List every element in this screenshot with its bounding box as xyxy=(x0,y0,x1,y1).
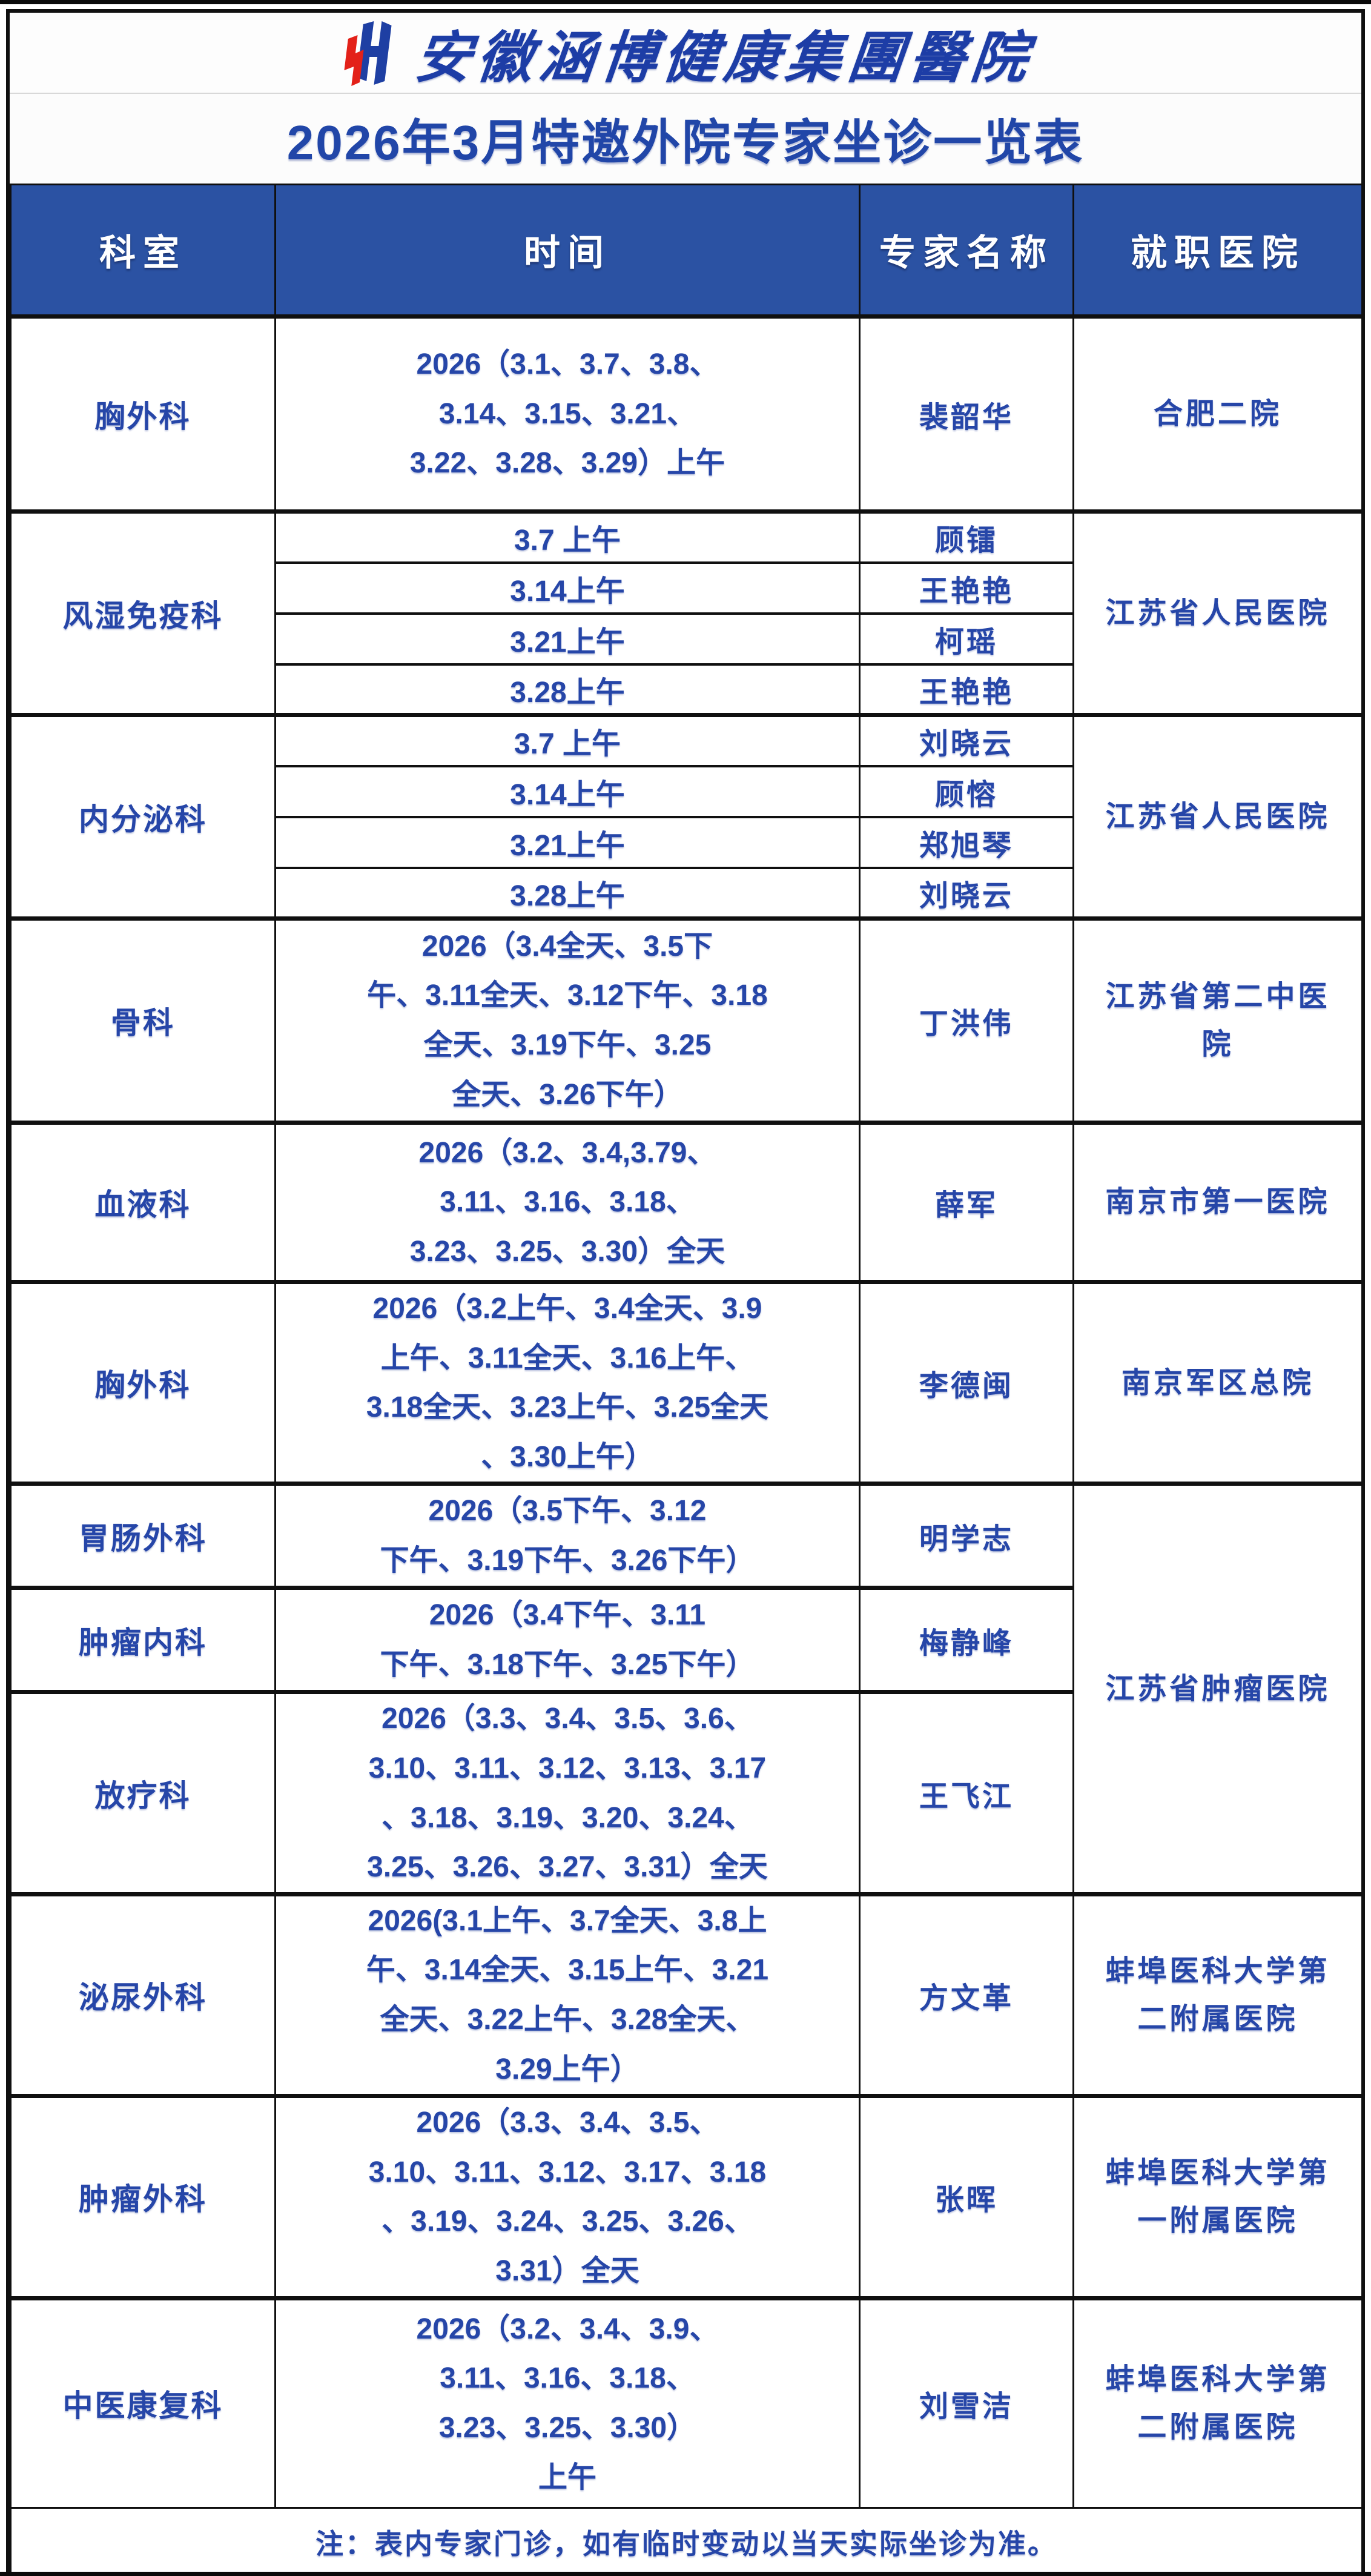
expert-cell: 张晖 xyxy=(859,2094,1074,2299)
time-cell: 3.7 上午 xyxy=(274,509,861,563)
expert-cell: 李德闽 xyxy=(859,1279,1074,1485)
title-band: 2026年3月特邀外院专家坐诊一览表 xyxy=(10,94,1361,184)
table-row-urology: 泌尿外科 2026(3.1上午、3.7全天、3.8上 午、3.14全天、3.15… xyxy=(10,1892,1363,2098)
hospital-cell: 南京军区总院 xyxy=(1072,1279,1363,1485)
time-cell: 3.21上午 xyxy=(274,612,861,665)
expert-cell: 顾愹 xyxy=(859,764,1074,818)
department-cell: 风湿免疫科 xyxy=(10,509,276,716)
expert-cell: 王艳艳 xyxy=(859,561,1074,614)
department-cell: 肿瘤内科 xyxy=(10,1586,276,1694)
department-cell: 血液科 xyxy=(10,1121,276,1283)
hospital-cell: 蚌埠医科大学第二附属医院 xyxy=(1072,1892,1363,2098)
hospital-logo: 安徽涵博健康集團醫院 xyxy=(10,13,1361,93)
hospital-logo-text: 安徽涵博健康集團醫院 xyxy=(412,27,1037,89)
expert-cell: 刘晓云 xyxy=(859,713,1074,767)
department-cell: 肿瘤外科 xyxy=(10,2094,276,2299)
hospital-cell: 合肥二院 xyxy=(1072,316,1363,512)
table-row-thoracic1: 胸外科 2026（3.1、3.7、3.8、 3.14、3.15、3.21、 3.… xyxy=(10,316,1363,512)
hospital-cell: 江苏省人民医院 xyxy=(1072,713,1363,919)
time-cell: 2026（3.3、3.4、3.5、 3.10、3.11、3.12、3.17、3.… xyxy=(274,2094,861,2299)
table-row-endocrinology-4: 3.28上午 刘晓云 xyxy=(11,866,1363,919)
hospital-cell: 江苏省肿瘤医院 xyxy=(1072,1482,1363,1895)
expert-cell: 薛军 xyxy=(859,1121,1074,1283)
table-row-hematology: 血液科 2026（3.2、3.4,3.79、 3.11、3.16、3.18、 3… xyxy=(10,1121,1363,1283)
expert-cell: 丁洪伟 xyxy=(859,916,1074,1124)
footer-note: 注：表内专家门诊，如有临时变动以当天实际坐诊为准。 xyxy=(10,2506,1363,2576)
expert-cell: 方文革 xyxy=(859,1892,1074,2098)
table-row-rheumatology-4: 3.28上午 王艳艳 xyxy=(11,663,1363,716)
expert-cell: 王艳艳 xyxy=(859,663,1074,716)
time-cell: 2026(3.1上午、3.7全天、3.8上 午、3.14全天、3.15上午、3.… xyxy=(274,1892,861,2098)
time-cell: 2026（3.2、3.4、3.9、 3.11、3.16、3.18、 3.23、3… xyxy=(274,2296,861,2509)
department-cell: 胸外科 xyxy=(10,316,276,512)
table-row-radiotherapy: 放疗科 2026（3.3、3.4、3.5、3.6、 3.10、3.11、3.12… xyxy=(10,1690,1363,1895)
col-header-expert: 专家名称 xyxy=(859,184,1074,319)
table-row-rheumatology-2: 3.14上午 王艳艳 xyxy=(11,561,1363,614)
time-cell: 3.28上午 xyxy=(274,663,861,716)
expert-cell: 顾镭 xyxy=(859,509,1074,563)
department-cell: 内分泌科 xyxy=(10,713,276,919)
time-cell: 3.14上午 xyxy=(274,764,861,818)
bottom-black-strip xyxy=(0,2572,1371,2576)
schedule-table: 科室 时间 专家名称 就职医院 胸外科 2026（3.1、3.7、3.8、 3.… xyxy=(10,184,1363,2576)
expert-cell: 柯瑶 xyxy=(859,612,1074,665)
time-cell: 3.14上午 xyxy=(274,561,861,614)
time-cell: 3.21上午 xyxy=(274,815,861,869)
table-row-thoracic2: 胸外科 2026（3.2上午、3.4全天、3.9 上午、3.11全天、3.16上… xyxy=(10,1279,1363,1485)
col-header-department: 科室 xyxy=(10,184,276,319)
expert-cell: 裴韶华 xyxy=(859,316,1074,512)
table-row-endocrinology-1: 内分泌科 3.7 上午 刘晓云 江苏省人民医院 xyxy=(10,713,1363,919)
table-row-medical-oncology: 肿瘤内科 2026（3.4下午、3.11 下午、3.18下午、3.25下午） 梅… xyxy=(10,1586,1363,1694)
hospital-cell: 蚌埠医科大学第一附属医院 xyxy=(1072,2094,1363,2299)
header-divider xyxy=(10,93,1361,94)
time-cell: 3.28上午 xyxy=(274,866,861,919)
table-row-orthopedics: 骨科 2026（3.4全天、3.5下 午、3.11全天、3.12下午、3.18 … xyxy=(10,916,1363,1124)
table-row-rheumatology-1: 风湿免疫科 3.7 上午 顾镭 江苏省人民医院 xyxy=(10,509,1363,716)
department-cell: 中医康复科 xyxy=(10,2296,276,2509)
time-cell: 2026（3.3、3.4、3.5、3.6、 3.10、3.11、3.12、3.1… xyxy=(274,1690,861,1895)
col-header-time: 时间 xyxy=(274,184,861,319)
table-row-tcm-rehab: 中医康复科 2026（3.2、3.4、3.9、 3.11、3.16、3.18、 … xyxy=(10,2296,1363,2509)
table-row-endocrinology-3: 3.21上午 郑旭琴 xyxy=(11,815,1363,869)
table-row-surgical-oncology: 肿瘤外科 2026（3.3、3.4、3.5、 3.10、3.11、3.12、3.… xyxy=(10,2094,1363,2299)
time-cell: 2026（3.2上午、3.4全天、3.9 上午、3.11全天、3.16上午、 3… xyxy=(274,1279,861,1485)
hospital-cell: 南京市第一医院 xyxy=(1072,1121,1363,1283)
page-title: 2026年3月特邀外院专家坐诊一览表 xyxy=(286,116,1085,170)
department-cell: 胃肠外科 xyxy=(10,1482,276,1589)
expert-cell: 刘晓云 xyxy=(859,866,1074,919)
hospital-cell: 蚌埠医科大学第二附属医院 xyxy=(1072,2296,1363,2509)
col-header-hospital: 就职医院 xyxy=(1072,184,1363,319)
hospital-cell: 江苏省第二中医院 xyxy=(1072,916,1363,1124)
hospital-cell: 江苏省人民医院 xyxy=(1072,509,1363,716)
time-cell: 2026（3.4下午、3.11 下午、3.18下午、3.25下午） xyxy=(274,1586,861,1694)
table-row-rheumatology-3: 3.21上午 柯瑶 xyxy=(11,612,1363,665)
time-cell: 3.7 上午 xyxy=(274,713,861,767)
time-cell: 2026（3.1、3.7、3.8、 3.14、3.15、3.21、 3.22、3… xyxy=(274,316,861,512)
time-cell: 2026（3.5下午、3.12 下午、3.19下午、3.26下午） xyxy=(274,1482,861,1589)
expert-cell: 刘雪洁 xyxy=(859,2296,1074,2509)
table-header-row: 科室 时间 专家名称 就职医院 xyxy=(10,184,1363,319)
time-cell: 2026（3.4全天、3.5下 午、3.11全天、3.12下午、3.18 全天、… xyxy=(274,916,861,1124)
expert-cell: 梅静峰 xyxy=(859,1586,1074,1694)
logo-mark-icon xyxy=(344,21,392,86)
table-row-note: 注：表内专家门诊，如有临时变动以当天实际坐诊为准。 xyxy=(10,2506,1363,2576)
table-row-endocrinology-2: 3.14上午 顾愹 xyxy=(11,764,1363,818)
expert-cell: 王飞江 xyxy=(859,1690,1074,1895)
time-cell: 2026（3.2、3.4,3.79、 3.11、3.16、3.18、 3.23、… xyxy=(274,1121,861,1283)
expert-cell: 郑旭琴 xyxy=(859,815,1074,869)
expert-cell: 明学志 xyxy=(859,1482,1074,1589)
department-cell: 泌尿外科 xyxy=(10,1892,276,2098)
table-row-gastro-surgery: 胃肠外科 2026（3.5下午、3.12 下午、3.19下午、3.26下午） 明… xyxy=(10,1482,1363,1895)
content-frame: 安徽涵博健康集團醫院 2026年3月特邀外院专家坐诊一览表 科室 时间 专家名称… xyxy=(6,9,1365,2576)
top-black-strip xyxy=(0,0,1371,4)
department-cell: 骨科 xyxy=(10,916,276,1124)
department-cell: 胸外科 xyxy=(10,1279,276,1485)
department-cell: 放疗科 xyxy=(10,1690,276,1895)
